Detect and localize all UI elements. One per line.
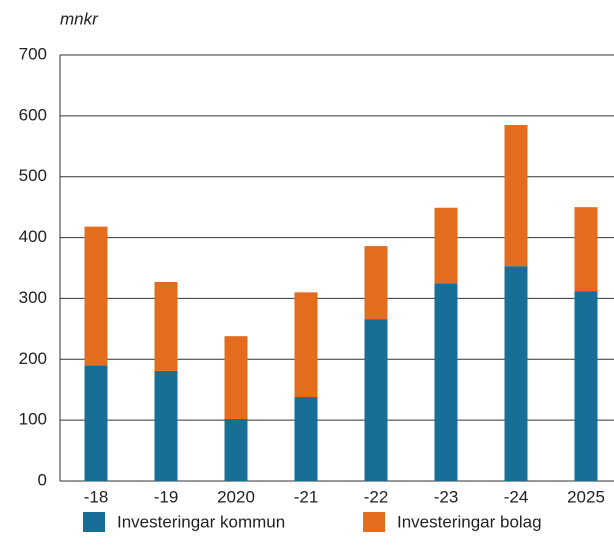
- bar-segment: [224, 418, 248, 481]
- x-tick-label: 2025: [567, 487, 605, 506]
- legend-label: Investeringar kommun: [117, 512, 285, 531]
- x-tick-label: -24: [504, 487, 529, 506]
- x-tick-label: 2020: [217, 487, 255, 506]
- bar-segment: [154, 281, 178, 371]
- bar-segment: [154, 370, 178, 481]
- y-tick-label: 700: [19, 44, 47, 63]
- x-tick-label: -23: [434, 487, 459, 506]
- legend-label: Investeringar bolag: [397, 512, 542, 531]
- y-tick-label: 600: [19, 105, 47, 124]
- y-tick-label: 200: [19, 349, 47, 368]
- y-tick-label: 100: [19, 410, 47, 429]
- legend-swatch: [363, 512, 385, 532]
- bar-segment: [224, 336, 248, 419]
- bar-segment: [574, 291, 598, 481]
- y-axis-label: mnkr: [60, 9, 99, 28]
- bar-segment: [434, 207, 458, 284]
- bar-segment: [504, 124, 528, 267]
- bar-segment: [294, 397, 318, 481]
- bar-segment: [364, 319, 388, 481]
- y-tick-label: 400: [19, 227, 47, 246]
- bar-segment: [84, 365, 108, 481]
- y-tick-label: 300: [19, 288, 47, 307]
- bar-segment: [294, 292, 318, 398]
- x-tick-label: -21: [294, 487, 319, 506]
- bar-segment: [504, 266, 528, 481]
- x-tick-label: -19: [154, 487, 179, 506]
- legend-swatch: [83, 512, 105, 532]
- bar-segment: [364, 246, 388, 320]
- bar-segment: [574, 207, 598, 292]
- y-tick-label: 0: [38, 470, 47, 489]
- bar-segment: [434, 283, 458, 481]
- x-tick-label: -22: [364, 487, 389, 506]
- y-tick-label: 500: [19, 166, 47, 185]
- bar-segment: [84, 226, 108, 366]
- x-tick-label: -18: [84, 487, 109, 506]
